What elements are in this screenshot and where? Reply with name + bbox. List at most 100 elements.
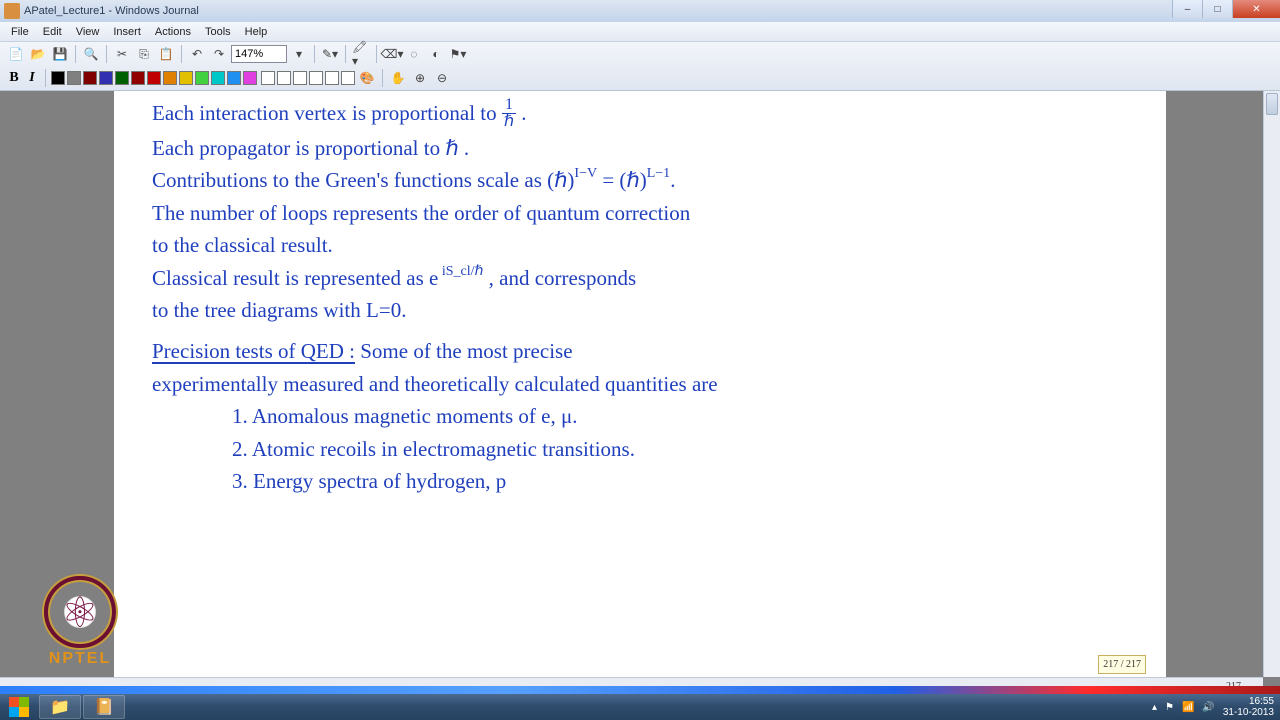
task-item-explorer[interactable]: 📁 [39,695,81,719]
lasso-icon[interactable]: ◐ [426,44,446,64]
save-icon[interactable]: 💾 [50,44,70,64]
color-swatch[interactable] [83,71,97,85]
note-text: Each propagator is proportional to ℏ . [152,132,1128,165]
zoom-combo[interactable]: 147% [231,45,287,63]
app-window: APatel_Lecture1 - Windows Journal – □ ✕ … [0,0,1280,694]
heading: Precision tests of QED : [152,339,355,363]
flag-icon[interactable]: ⚑▾ [448,44,468,64]
find-icon[interactable]: 🔍 [81,44,101,64]
nptel-logo: ⚛ NPTEL [44,576,116,668]
vertical-scrollbar[interactable] [1263,91,1280,677]
separator [345,45,346,63]
eraser-icon[interactable]: ⌫▾ [382,44,402,64]
cut-icon[interactable]: ✂ [112,44,132,64]
color-swatch[interactable] [67,71,81,85]
paste-icon[interactable]: 📋 [156,44,176,64]
color-swatch[interactable] [147,71,161,85]
note-text: Contributions to the Green's functions s… [152,168,574,192]
zoom-in-icon[interactable]: ⊕ [410,68,430,88]
menu-insert[interactable]: Insert [106,26,148,38]
empty-swatch[interactable] [277,71,291,85]
menu-help[interactable]: Help [238,26,275,38]
color-swatch[interactable] [227,71,241,85]
start-button[interactable] [0,694,38,720]
dropdown-icon[interactable]: ▾ [289,44,309,64]
fraction-den: ℏ [502,114,516,130]
selection-icon[interactable]: ◌ [404,44,424,64]
app-icon [4,3,20,19]
color-swatch[interactable] [211,71,225,85]
open-icon[interactable]: 📂 [28,44,48,64]
undo-icon[interactable]: ↶ [187,44,207,64]
clock-date: 31-10-2013 [1223,707,1274,718]
nptel-text: NPTEL [44,650,116,668]
pan-icon[interactable]: ✋ [388,68,408,88]
taskbar: 📁 📔 ▴ ⚑ 📶 🔊 16:55 31-10-2013 [0,694,1280,720]
new-note-icon[interactable]: 📄 [6,44,26,64]
color-swatch[interactable] [99,71,113,85]
note-text: Each interaction vertex is proportional … [152,101,502,125]
menu-view[interactable]: View [69,26,107,38]
exponent: L−1 [647,166,670,181]
color-swatch[interactable] [179,71,193,85]
menu-actions[interactable]: Actions [148,26,198,38]
note-text: Classical result is represented as e [152,266,438,290]
menu-edit[interactable]: Edit [36,26,69,38]
empty-swatch[interactable] [341,71,355,85]
window-title: APatel_Lecture1 - Windows Journal [24,5,199,17]
toolbar: 📄 📂 💾 🔍 ✂ ⎘ 📋 ↶ ↷ 147% ▾ ✎▾ 🖍▾ ⌫▾ ◌ ◐ ⚑▾ [0,42,1280,91]
empty-swatches [261,71,355,85]
note-text: experimentally measured and theoreticall… [152,368,1128,401]
close-button[interactable]: ✕ [1232,0,1280,18]
maximize-button[interactable]: □ [1202,0,1232,18]
italic-button[interactable]: I [24,70,40,86]
video-progress-bar[interactable] [0,686,1280,694]
tray-arrow-icon[interactable]: ▴ [1152,702,1157,713]
scroll-thumb[interactable] [1266,93,1278,115]
list-item: 2. Atomic recoils in electromagnetic tra… [152,433,1128,466]
journal-page[interactable]: Each interaction vertex is proportional … [114,91,1166,694]
menu-file[interactable]: File [4,26,36,38]
clock[interactable]: 16:55 31-10-2013 [1223,696,1274,718]
zoom-out-icon[interactable]: ⊖ [432,68,452,88]
note-text: Some of the most precise [355,339,573,363]
color-swatch[interactable] [195,71,209,85]
minimize-button[interactable]: – [1172,0,1202,18]
color-swatches [51,71,257,85]
note-text: = (ℏ) [597,168,647,192]
tray-network-icon[interactable]: 📶 [1182,702,1194,713]
empty-swatch[interactable] [261,71,275,85]
tray-flag-icon[interactable]: ⚑ [1165,702,1174,713]
empty-swatch[interactable] [293,71,307,85]
empty-swatch[interactable] [325,71,339,85]
exponent: I−V [574,166,597,181]
color-swatch[interactable] [243,71,257,85]
bold-button[interactable]: B [6,70,22,86]
separator [382,69,383,87]
separator [376,45,377,63]
pen-icon[interactable]: ✎▾ [320,44,340,64]
menu-bar: File Edit View Insert Actions Tools Help [0,22,1280,42]
copy-icon[interactable]: ⎘ [134,44,154,64]
tray-volume-icon[interactable]: 🔊 [1202,702,1214,713]
color-swatch[interactable] [131,71,145,85]
separator [45,69,46,87]
clock-time: 16:55 [1223,696,1274,707]
redo-icon[interactable]: ↷ [209,44,229,64]
color-wheel-icon[interactable]: 🎨 [357,68,377,88]
task-item-journal[interactable]: 📔 [83,695,125,719]
menu-tools[interactable]: Tools [198,26,238,38]
toolbar-row-2: B I 🎨 ✋ ⊕ ⊖ [0,66,1280,90]
color-swatch[interactable] [115,71,129,85]
canvas-area: Each interaction vertex is proportional … [0,91,1280,694]
empty-swatch[interactable] [309,71,323,85]
color-swatch[interactable] [163,71,177,85]
separator [75,45,76,63]
note-text: to the classical result. [152,229,1128,262]
note-text: to the tree diagrams with L=0. [152,294,1128,327]
toolbar-row-1: 📄 📂 💾 🔍 ✂ ⎘ 📋 ↶ ↷ 147% ▾ ✎▾ 🖍▾ ⌫▾ ◌ ◐ ⚑▾ [0,42,1280,66]
color-swatch[interactable] [51,71,65,85]
highlighter-icon[interactable]: 🖍▾ [351,44,371,64]
separator [314,45,315,63]
fraction-num: 1 [502,97,516,114]
